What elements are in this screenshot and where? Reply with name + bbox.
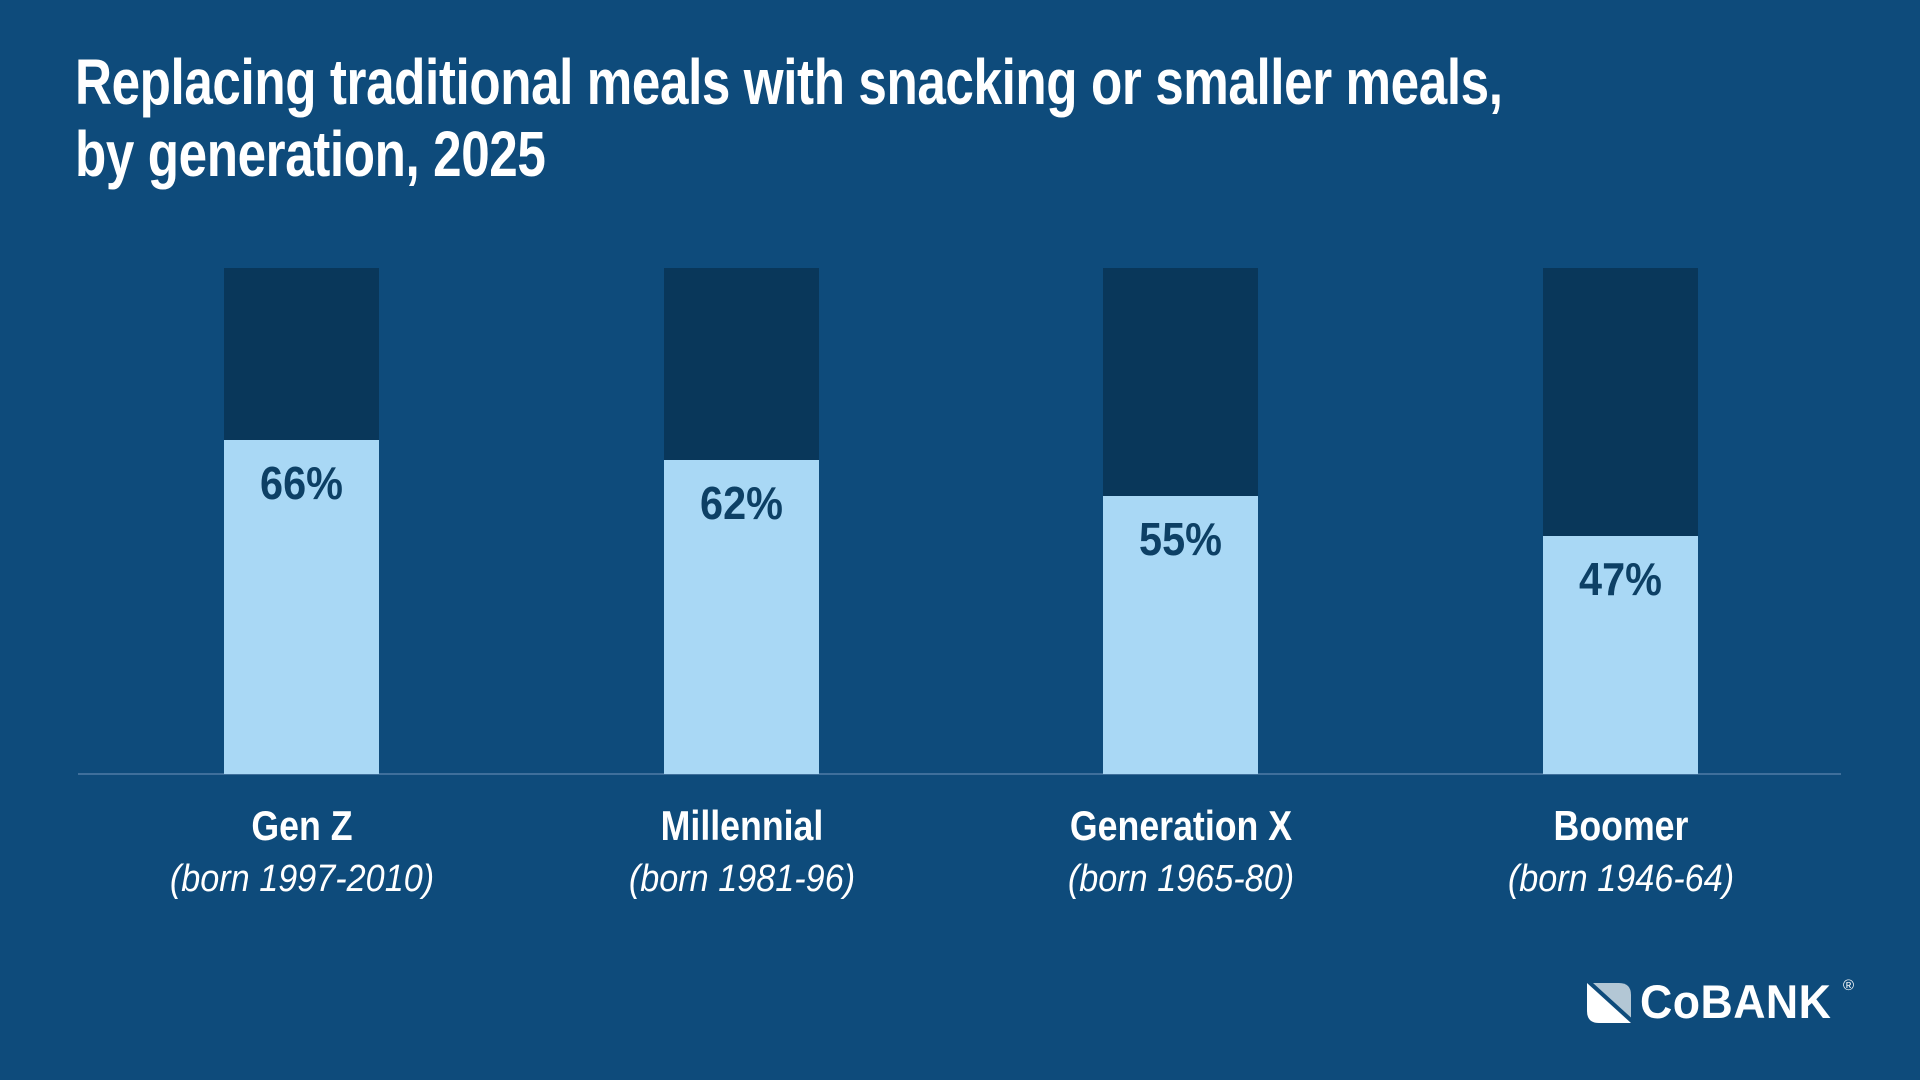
category-label: Generation X xyxy=(1069,802,1292,849)
bar-gen-z: 66% xyxy=(224,268,379,774)
bar-value-label: 62% xyxy=(700,477,783,529)
registered-trademark-symbol: ® xyxy=(1842,977,1854,994)
bar-remainder-segment xyxy=(1543,268,1698,536)
bar-value-segment: 47% xyxy=(1543,536,1698,774)
chart-title-line2: by generation, 2025 xyxy=(75,118,546,190)
category-sublabel: (born 1946-64) xyxy=(1507,858,1734,900)
cobank-logo: CoBANK ® xyxy=(1586,978,1854,1026)
bar-value-segment: 55% xyxy=(1103,496,1258,774)
bar-remainder-segment xyxy=(224,268,379,440)
cobank-logo-icon xyxy=(1586,983,1631,1023)
bar-remainder-segment xyxy=(664,268,819,460)
category-sublabel: (born 1965-80) xyxy=(1067,858,1294,900)
category-label: Millennial xyxy=(660,802,823,849)
bar-generation-x: 55% xyxy=(1103,268,1258,774)
category-label: Boomer xyxy=(1553,802,1688,849)
bar-boomer: 47% xyxy=(1543,268,1698,774)
bar-millennial: 62% xyxy=(664,268,819,774)
category-label: Gen Z xyxy=(250,802,353,849)
bar-value-segment: 62% xyxy=(664,460,819,774)
bar-value-label: 47% xyxy=(1579,553,1662,605)
cobank-logo-text: CoBANK xyxy=(1639,975,1831,1028)
bar-value-segment: 66% xyxy=(224,440,379,774)
category-sublabel: (born 1997-2010) xyxy=(169,858,434,900)
bar-value-label: 66% xyxy=(260,457,343,509)
bar-value-label: 55% xyxy=(1139,513,1222,565)
category-sublabel: (born 1981-96) xyxy=(628,858,855,900)
chart-title: Replacing traditional meals with snackin… xyxy=(75,46,1503,190)
x-axis-baseline xyxy=(78,773,1841,775)
chart-title-line1: Replacing traditional meals with snackin… xyxy=(75,46,1503,118)
bar-remainder-segment xyxy=(1103,268,1258,496)
